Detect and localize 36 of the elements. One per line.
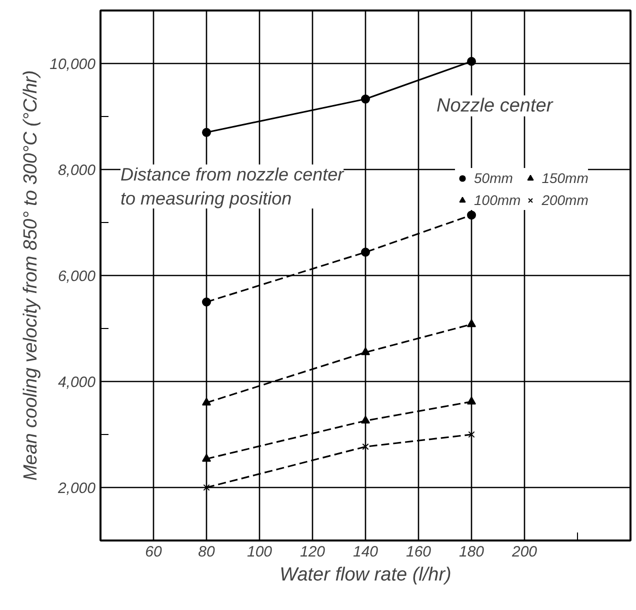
x-tick-label: 180 <box>458 544 485 560</box>
x-tick-label: 100 <box>246 544 273 560</box>
legend-label: 50mm <box>474 170 513 186</box>
y-tick-label: 10,000 <box>50 56 96 73</box>
point <box>202 298 211 306</box>
point <box>361 94 370 104</box>
x-tick-label: 60 <box>145 544 162 560</box>
legend-title: Distance from nozzle center to measuring position <box>120 164 345 208</box>
point <box>361 416 370 424</box>
point <box>203 484 210 491</box>
x-tick-label: 160 <box>406 544 432 560</box>
y-tick-label: 8,000 <box>58 162 96 179</box>
x-tick-label: 200 <box>510 544 538 560</box>
point <box>202 454 211 462</box>
point <box>467 56 476 66</box>
y-tick-label: 2,000 <box>56 480 96 497</box>
legend-label: 100mm <box>474 192 521 208</box>
series-label: Nozzle center <box>436 95 554 116</box>
y-tick-label: 4,000 <box>58 374 96 391</box>
legend-label: 150mm <box>542 170 588 186</box>
point <box>362 443 369 450</box>
x-tick-label: 120 <box>300 544 326 560</box>
point <box>467 319 476 328</box>
x-tick-label: 140 <box>352 544 379 560</box>
x-axis-title: Water flow rate (l/hr) <box>280 564 452 586</box>
point <box>361 347 370 356</box>
x-tick-label: 80 <box>198 544 216 560</box>
point <box>467 396 476 404</box>
point <box>202 398 211 406</box>
point <box>468 431 475 438</box>
y-axis-title: Mean cooling velocity from 850° to 300°C (°C/hr) <box>20 70 42 481</box>
point <box>467 210 476 220</box>
point <box>202 128 211 137</box>
legend-label: 200mm <box>542 192 588 208</box>
point <box>361 248 370 257</box>
y-tick-label: 6,000 <box>58 268 96 285</box>
